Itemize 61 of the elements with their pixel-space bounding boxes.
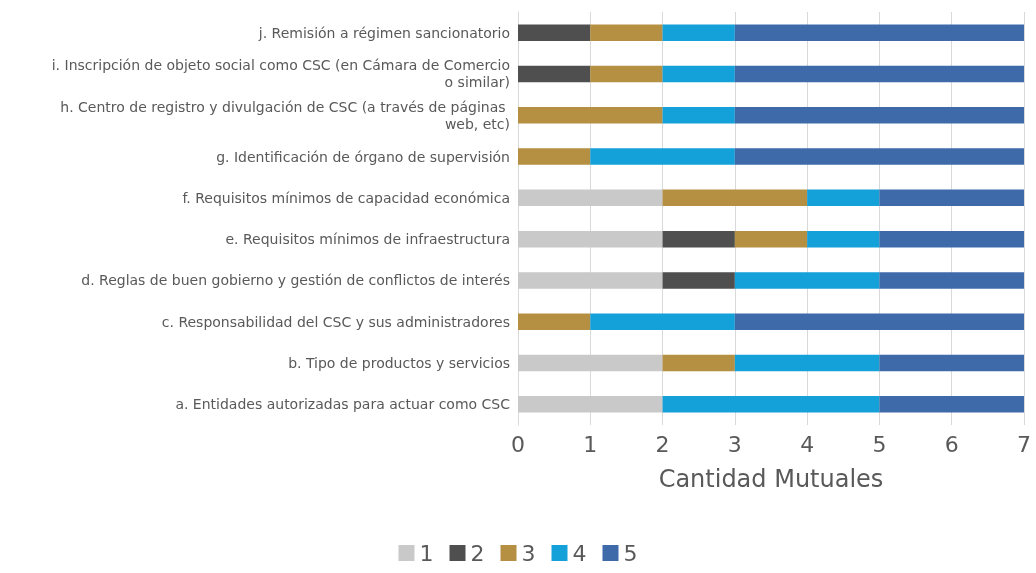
legend-label: 5 xyxy=(623,540,638,566)
legend-label: 2 xyxy=(470,540,485,566)
bar xyxy=(879,396,1024,413)
bar xyxy=(590,65,663,83)
x-tick-label: 7 xyxy=(1017,431,1031,457)
bar xyxy=(518,148,591,165)
bar xyxy=(734,230,808,248)
bar xyxy=(662,106,735,124)
y-tick-label: b. Tipo de productos y servicios xyxy=(288,355,510,372)
y-tick-label: c. Responsabilidad del CSC y sus administradores xyxy=(161,313,510,330)
bar xyxy=(518,65,591,83)
legend-label: 3 xyxy=(521,540,536,566)
y-tick-label: d. Reglas de buen gobierno y gestión de conflictos de interés xyxy=(81,272,510,289)
bar xyxy=(518,272,663,289)
y-tick-label: j. Remisión a régimen sancionatorio xyxy=(257,24,510,41)
bar xyxy=(518,24,591,41)
bar xyxy=(734,24,1024,41)
x-tick-label: 4 xyxy=(800,431,815,457)
bar xyxy=(662,230,735,248)
x-tick-label: 3 xyxy=(727,431,742,457)
bar xyxy=(734,148,1024,165)
bar xyxy=(879,189,1024,207)
y-tick-label: a. Entidades autorizadas para actuar como CSC xyxy=(175,396,511,413)
bar xyxy=(662,354,735,372)
bar xyxy=(518,354,663,372)
bar xyxy=(734,65,1024,83)
legend-label: 1 xyxy=(419,540,434,566)
legend-label: 4 xyxy=(572,540,587,566)
y-tick-label: e. Requisitos mínimos de infraestructura xyxy=(225,231,510,248)
bar xyxy=(518,106,663,124)
y-tick-label: i. Inscripción de objeto social como CSC (en Cámara de Comercio o similar) xyxy=(51,57,510,91)
x-tick-label: 5 xyxy=(872,431,887,457)
bar xyxy=(879,230,1024,248)
y-tick-label: h. Centro de registro y divulgación de CSC (a través de páginas web, etc) xyxy=(60,98,510,132)
x-axis-title: Cantidad Mutuales xyxy=(658,465,884,493)
bar xyxy=(662,189,808,207)
bar xyxy=(807,230,880,248)
bar xyxy=(662,24,735,41)
bar xyxy=(518,189,663,207)
bar xyxy=(734,354,880,372)
bar xyxy=(807,189,880,207)
x-tick-label: 1 xyxy=(583,431,598,457)
bar xyxy=(879,354,1024,372)
bar xyxy=(590,148,735,165)
x-tick-label: 6 xyxy=(944,431,959,457)
bar xyxy=(662,396,880,413)
bar xyxy=(734,106,1024,124)
x-tick-label: 2 xyxy=(655,431,670,457)
bar xyxy=(590,313,735,331)
bar xyxy=(734,313,1024,331)
bar xyxy=(518,230,663,248)
bar xyxy=(518,313,591,331)
bar xyxy=(518,396,663,413)
bar xyxy=(734,272,880,289)
bar xyxy=(879,272,1024,289)
bar xyxy=(662,272,735,289)
bar xyxy=(590,24,663,41)
x-tick-label: 0 xyxy=(511,431,525,457)
y-tick-label: g. Identificación de órgano de supervisión xyxy=(216,148,510,165)
y-tick-label: f. Requisitos mínimos de capacidad económica xyxy=(182,189,510,206)
bar xyxy=(662,65,735,83)
